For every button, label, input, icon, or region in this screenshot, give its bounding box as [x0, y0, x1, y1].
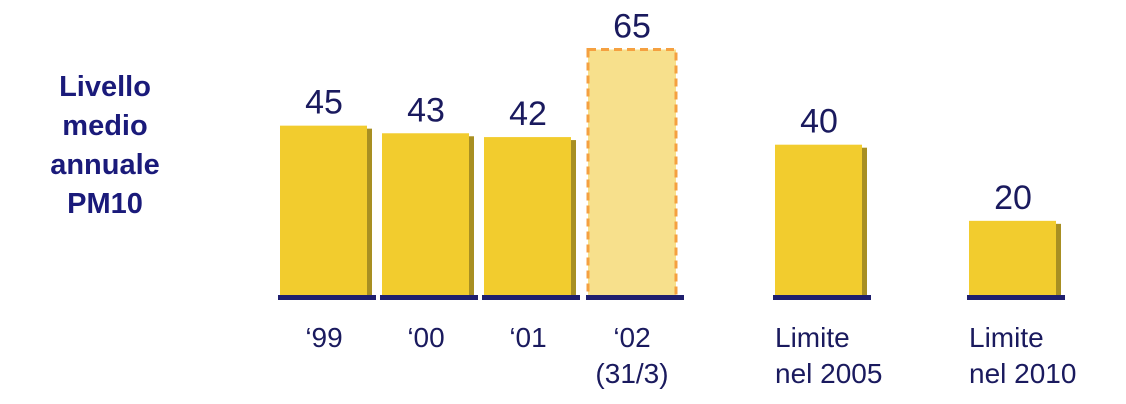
x-tick-label: Limite nel 2005 — [775, 322, 883, 389]
baseline — [967, 295, 1065, 300]
value-label: 42 — [509, 95, 547, 133]
x-tick-label: ‘99 — [305, 322, 343, 353]
baseline — [773, 295, 871, 300]
value-label: 20 — [994, 179, 1032, 217]
bar — [775, 144, 862, 297]
baseline — [586, 295, 684, 300]
x-tick-label: ‘00 — [407, 322, 445, 353]
bar — [280, 125, 367, 298]
bar — [484, 137, 571, 297]
baseline — [380, 295, 478, 300]
x-tick-label: ‘01 — [509, 322, 547, 353]
value-label: 40 — [800, 103, 838, 141]
value-label: 65 — [613, 8, 651, 46]
x-tick-label: Limite nel 2010 — [969, 322, 1077, 389]
value-label: 43 — [407, 91, 445, 129]
baseline — [482, 295, 580, 300]
bar — [382, 133, 469, 297]
x-tick-label: ‘02 (31/3) — [595, 322, 669, 389]
bar — [586, 48, 678, 299]
bar — [969, 220, 1056, 297]
baseline — [278, 295, 376, 300]
value-label: 45 — [305, 84, 343, 122]
y-axis-label: Livello medio annuale PM10 — [50, 71, 160, 220]
